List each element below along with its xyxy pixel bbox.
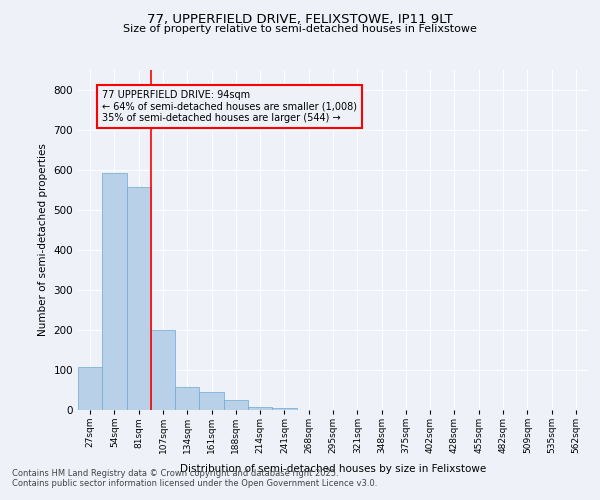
Text: Contains public sector information licensed under the Open Government Licence v3: Contains public sector information licen… xyxy=(12,478,377,488)
Text: 77, UPPERFIELD DRIVE, FELIXSTOWE, IP11 9LT: 77, UPPERFIELD DRIVE, FELIXSTOWE, IP11 9… xyxy=(147,12,453,26)
Bar xyxy=(102,173,127,410)
Bar xyxy=(175,387,199,410)
Text: 77 UPPERFIELD DRIVE: 94sqm
← 64% of semi-detached houses are smaller (1,008)
35%: 77 UPPERFIELD DRIVE: 94sqm ← 64% of semi… xyxy=(102,90,357,123)
Bar xyxy=(127,187,151,410)
Bar xyxy=(248,407,272,410)
Bar xyxy=(199,392,224,410)
Text: Size of property relative to semi-detached houses in Felixstowe: Size of property relative to semi-detach… xyxy=(123,24,477,34)
X-axis label: Distribution of semi-detached houses by size in Felixstowe: Distribution of semi-detached houses by … xyxy=(180,464,486,474)
Y-axis label: Number of semi-detached properties: Number of semi-detached properties xyxy=(38,144,48,336)
Text: Contains HM Land Registry data © Crown copyright and database right 2025.: Contains HM Land Registry data © Crown c… xyxy=(12,468,338,477)
Bar xyxy=(151,330,175,410)
Bar xyxy=(272,408,296,410)
Bar xyxy=(224,400,248,410)
Bar xyxy=(78,367,102,410)
